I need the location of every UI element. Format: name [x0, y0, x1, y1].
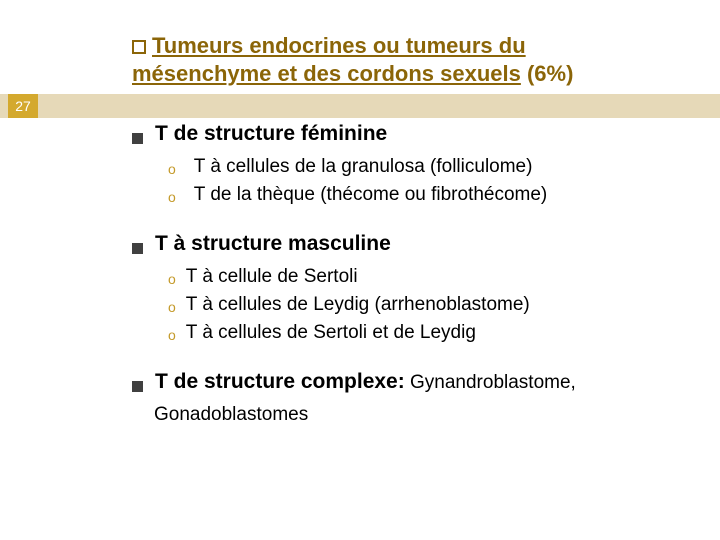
section-title: T de structure féminine — [155, 122, 387, 146]
circle-bullet-icon: o — [168, 328, 176, 342]
section-heading: T de structure complexe: Gynandroblastom… — [132, 370, 680, 394]
section-heading: T à structure masculine — [132, 232, 680, 256]
circle-bullet-icon: o — [168, 190, 176, 204]
item-list: o T à cellules de la granulosa (folliculo… — [168, 156, 680, 206]
item-text: T à cellules de Leydig (arrhenoblastome) — [186, 294, 530, 316]
list-item: o T de la thèque (thécome ou fibrothécome… — [168, 184, 680, 206]
section-below-extra: Gonadoblastomes — [154, 404, 680, 426]
item-list: o T à cellule de Sertoli o T à cellules de … — [168, 266, 680, 344]
list-item: o T à cellules de la granulosa (folliculo… — [168, 156, 680, 178]
square-bullet-icon — [132, 243, 143, 254]
section: T de structure féminine o T à cellules de … — [132, 122, 680, 206]
section-inline-extra: Gynandroblastome, — [405, 372, 576, 393]
header-text-1: Tumeurs endocrines ou tumeurs du — [152, 33, 526, 58]
circle-bullet-icon: o — [168, 162, 176, 176]
content-area: T de structure féminine o T à cellules de … — [132, 122, 680, 452]
circle-bullet-icon: o — [168, 300, 176, 314]
list-item: o T à cellule de Sertoli — [168, 266, 680, 288]
header-text-2b: (6%) — [521, 61, 574, 86]
header-text-2a: mésenchyme et des cordons sexuels — [132, 61, 521, 86]
header-line1: Tumeurs endocrines ou tumeurs du — [132, 32, 680, 60]
item-text: T à cellule de Sertoli — [186, 266, 358, 288]
page-number-badge: 27 — [8, 94, 38, 118]
square-bullet-icon — [132, 133, 143, 144]
section-title: T à structure masculine — [155, 232, 391, 256]
list-item: o T à cellules de Sertoli et de Leydig — [168, 322, 680, 344]
header-line2: mésenchyme et des cordons sexuels (6%) — [132, 60, 680, 88]
section: T à structure masculine o T à cellule de S… — [132, 232, 680, 344]
page-number: 27 — [15, 98, 31, 114]
item-text: T à cellules de Sertoli et de Leydig — [186, 322, 476, 344]
square-bullet-icon — [132, 381, 143, 392]
item-text: T à cellules de la granulosa (folliculom… — [194, 156, 533, 178]
circle-bullet-icon: o — [168, 272, 176, 286]
item-text: T de la thèque (thécome ou fibrothécome) — [194, 184, 547, 206]
section-title: T de structure complexe: Gynandroblastom… — [155, 370, 576, 394]
slide-header: Tumeurs endocrines ou tumeurs du mésench… — [132, 32, 680, 87]
section: T de structure complexe: Gynandroblastom… — [132, 370, 680, 426]
accent-band — [0, 94, 720, 118]
checkbox-icon — [132, 40, 146, 54]
list-item: o T à cellules de Leydig (arrhenoblastome… — [168, 294, 680, 316]
section-heading: T de structure féminine — [132, 122, 680, 146]
